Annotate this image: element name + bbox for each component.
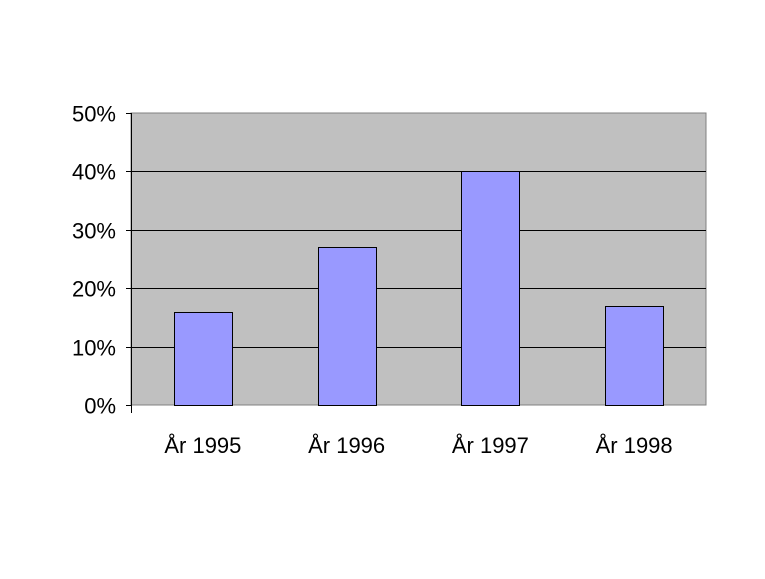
y-axis-tick-labels: 0% 10% 20% 30% 40% 50% — [72, 102, 116, 419]
x-tick-label: År 1998 — [596, 433, 673, 458]
x-tick-label: År 1996 — [308, 433, 385, 458]
bar — [605, 306, 664, 406]
y-tick-label: 20% — [72, 277, 116, 302]
y-tick-label: 50% — [72, 102, 116, 127]
y-tick-label: 10% — [72, 336, 116, 361]
bar — [461, 171, 520, 406]
y-axis-ticks — [126, 113, 131, 406]
x-tick-label: År 1995 — [164, 433, 241, 458]
bar — [174, 312, 233, 406]
bar — [318, 247, 377, 406]
x-axis-tick-labels: År 1995 År 1996 År 1997 År 1998 — [164, 433, 672, 458]
x-tick-label: År 1997 — [452, 433, 529, 458]
y-tick-label: 0% — [84, 394, 116, 419]
bars — [174, 171, 664, 406]
y-tick-label: 40% — [72, 160, 116, 185]
y-tick-label: 30% — [72, 219, 116, 244]
